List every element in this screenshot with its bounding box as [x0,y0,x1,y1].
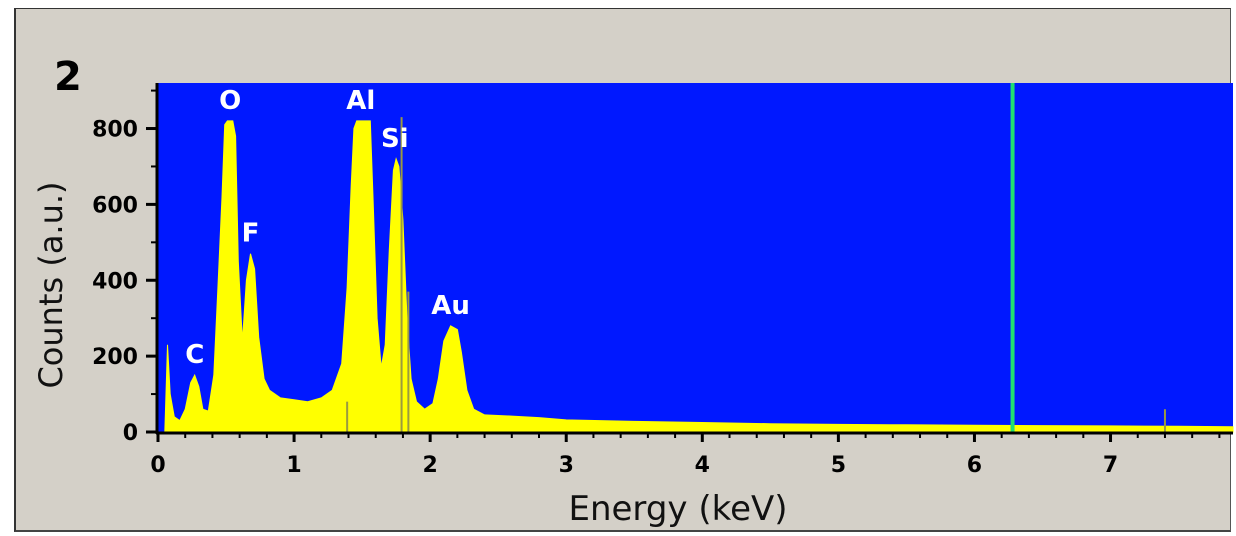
x-tick-label-2: 2 [422,453,437,478]
peak-label-c: C [185,340,204,370]
peak-label-al: Al [346,86,375,116]
x-tick-label-3: 3 [559,453,574,478]
y-tick-label-0: 0 [123,421,138,446]
spectrum-area [164,120,1234,433]
x-tick-label-1: 1 [286,453,301,478]
plot-area [158,83,1233,432]
y-tick-label-600: 600 [92,193,138,218]
x-tick-label-5: 5 [831,453,846,478]
axes-layer: 0 1 2 3 4 5 6 7 0 200 400 600 800 [92,83,1233,478]
y-tick-label-200: 200 [92,345,138,370]
y-axis-label: Counts (a.u.) [32,181,70,388]
y-tick-label-800: 800 [92,118,138,143]
x-tick-label-7: 7 [1103,453,1118,478]
x-tick-label-0: 0 [150,453,165,478]
peak-label-au: Au [431,291,470,321]
peak-label-f: F [242,219,260,249]
x-tick-label-4: 4 [695,453,710,478]
x-tick-label-6: 6 [967,453,982,478]
panel-label: 2 [54,54,82,100]
spectrum-layer [164,83,1234,433]
peak-label-si: Si [381,124,409,154]
peak-label-o: O [219,86,241,116]
y-tick-label-400: 400 [92,269,138,294]
x-axis-label: Energy (keV) [568,489,787,529]
